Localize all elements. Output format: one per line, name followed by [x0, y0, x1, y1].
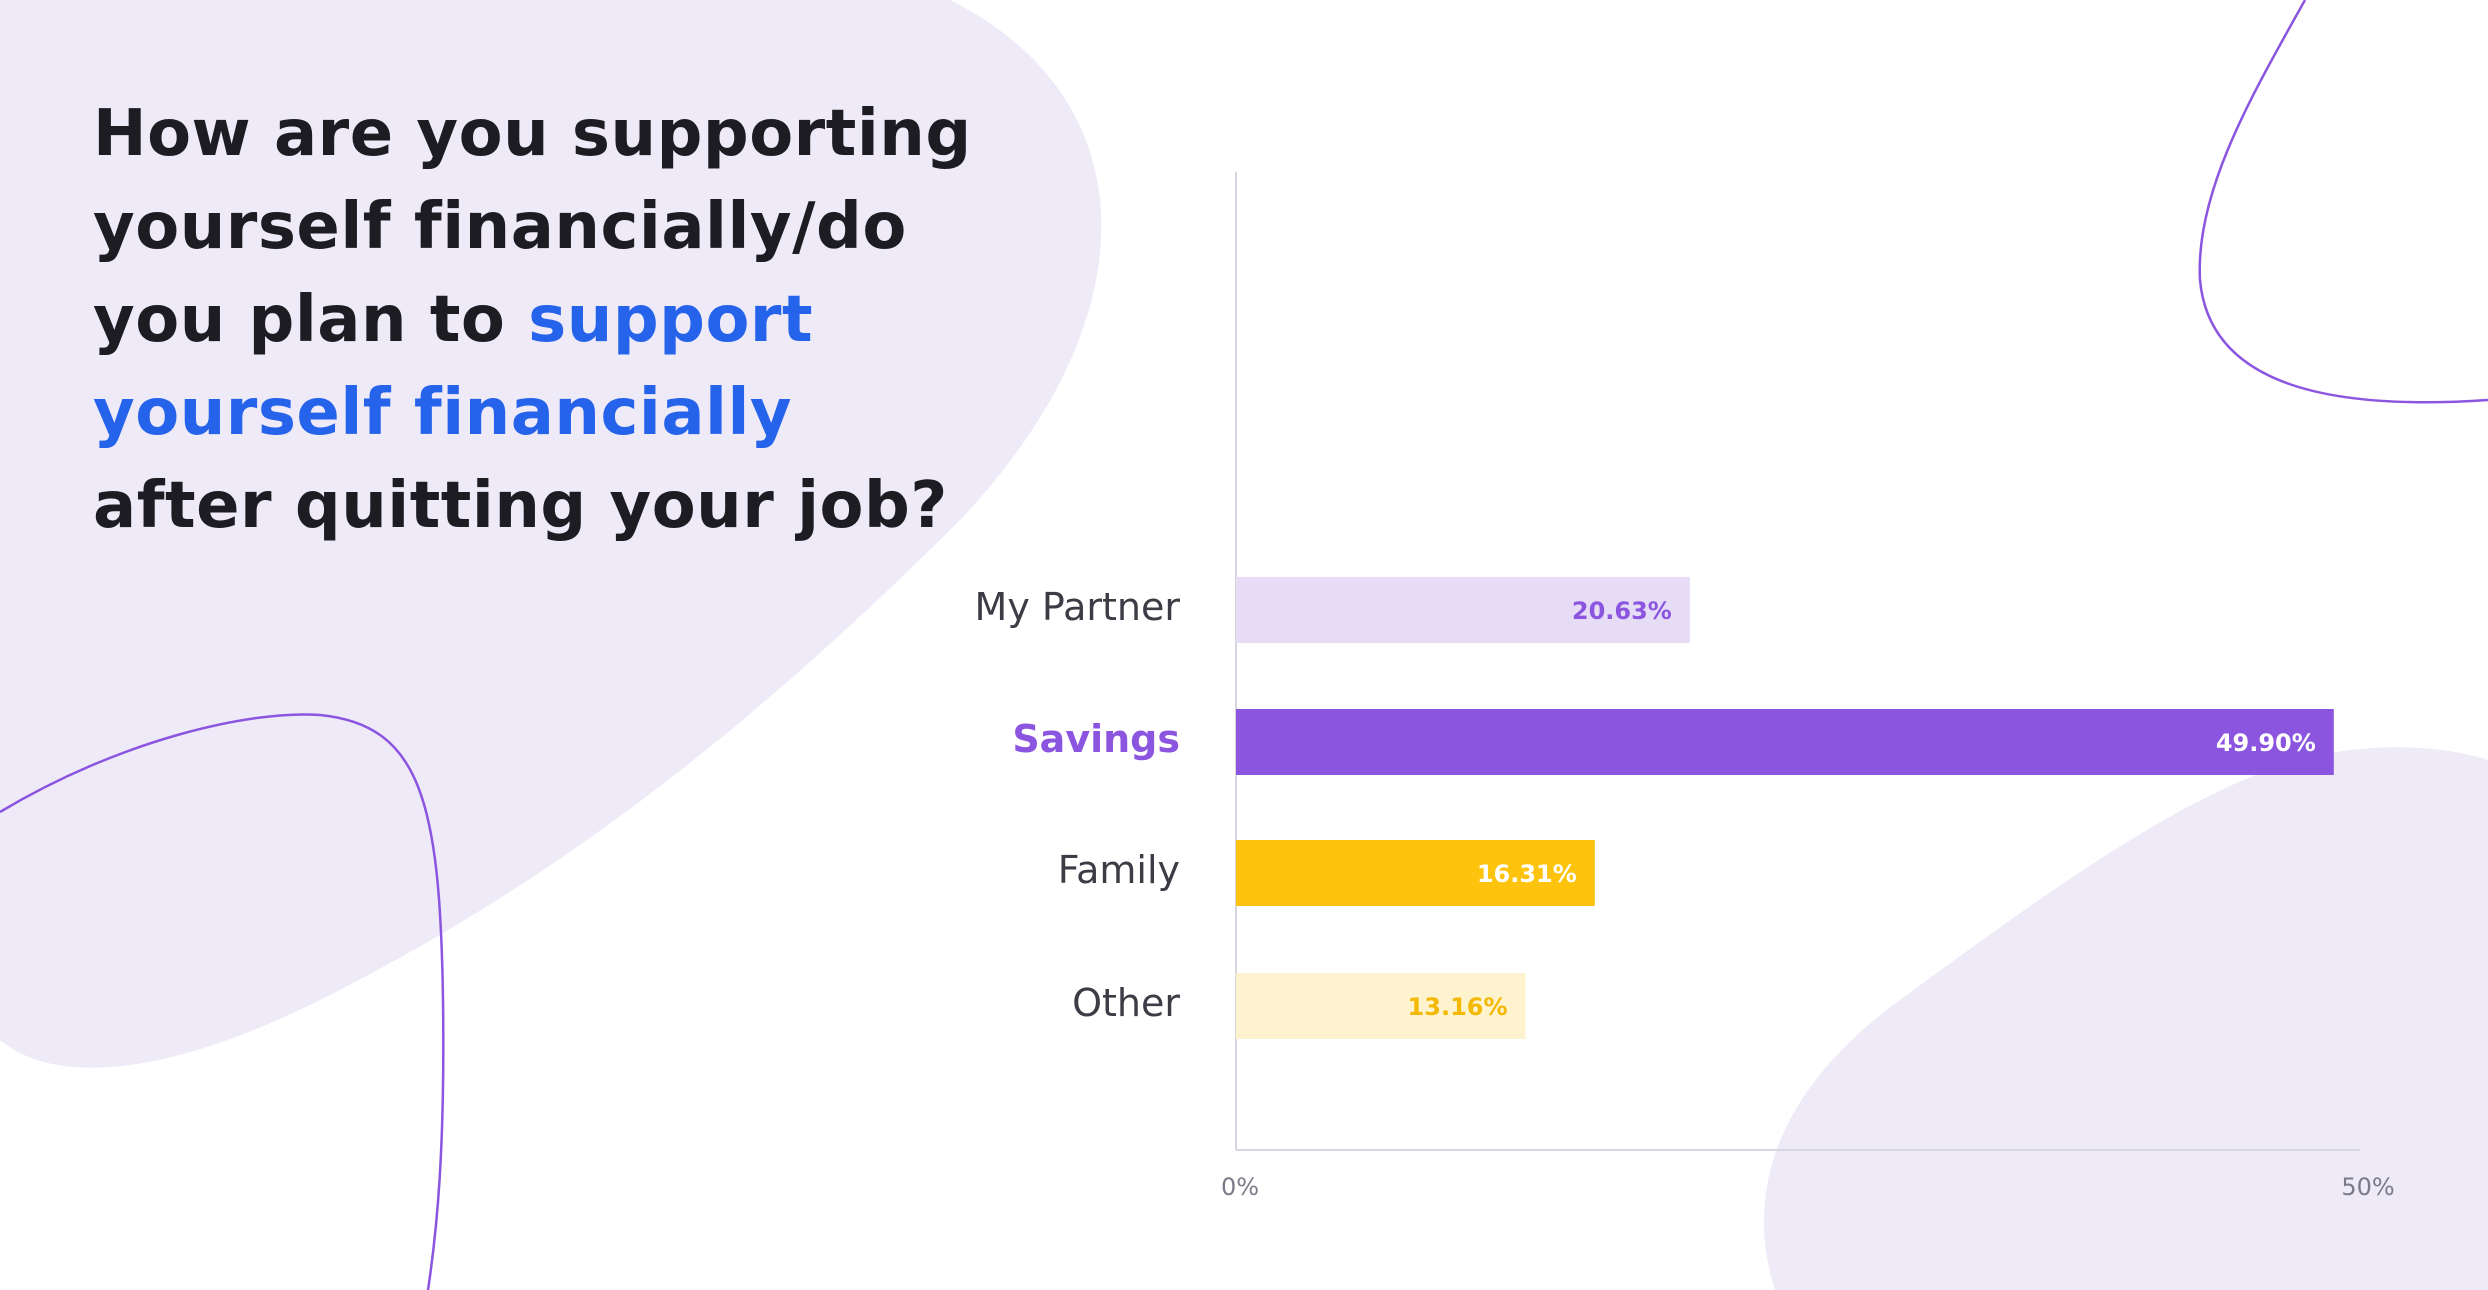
value-label-savings: 49.90% — [2216, 729, 2316, 757]
category-label-family: Family — [1058, 848, 1180, 892]
background-blob-bottom-right — [1763, 747, 2488, 1290]
decorative-curve-left — [0, 713, 445, 1290]
value-label-other: 13.16% — [1408, 993, 1508, 1021]
category-label-my-partner: My Partner — [975, 585, 1181, 629]
category-label-other: Other — [1072, 981, 1180, 1025]
decorative-curve-top-right — [2198, 0, 2488, 404]
title-text-start: How are you supporting yourself financia… — [93, 97, 972, 357]
title-text-highlight: support yourself financially — [93, 283, 814, 450]
title-text-end: after quitting your job? — [93, 469, 948, 543]
page-title: How are you supporting yourself financia… — [93, 88, 993, 553]
bar-savings — [1236, 709, 2334, 775]
x-tick-label: 0% — [1221, 1173, 1259, 1201]
x-tick-label: 50% — [2341, 1173, 2394, 1201]
bar-my-partner — [1236, 577, 1690, 643]
background-blob-left — [0, 0, 1102, 1068]
bar-family — [1236, 840, 1595, 906]
bars-group: 20.63% My Partner 49.90% Savings 16.31% Famil… — [975, 577, 2395, 1201]
value-label-family: 16.31% — [1477, 860, 1577, 888]
category-label-savings: Savings — [1012, 717, 1180, 761]
bar-other — [1236, 973, 1526, 1039]
value-label-my-partner: 20.63% — [1572, 597, 1672, 625]
